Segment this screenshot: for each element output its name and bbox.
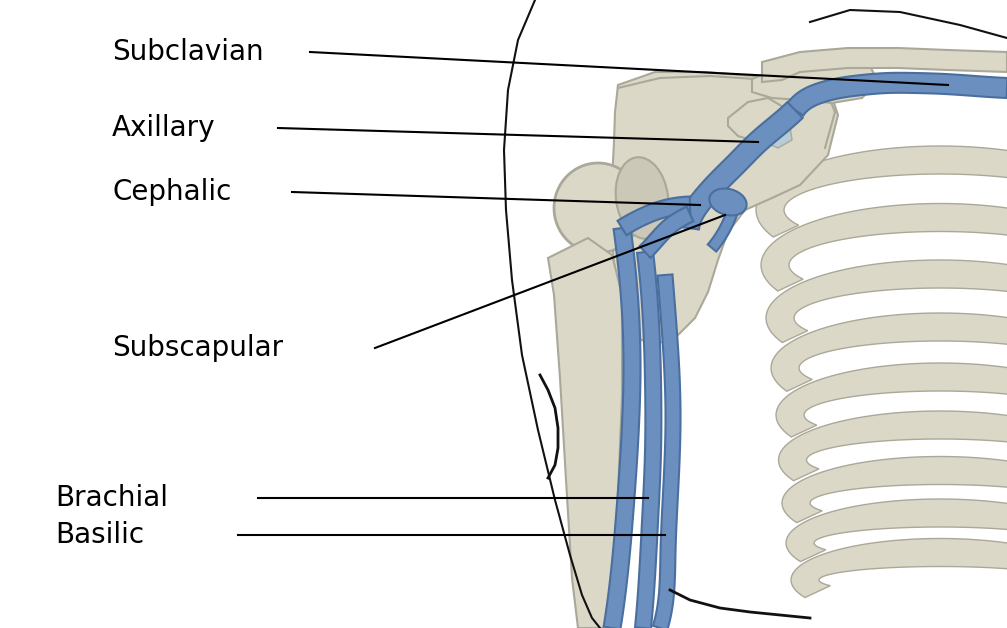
Polygon shape bbox=[677, 102, 803, 229]
Polygon shape bbox=[728, 98, 788, 142]
Polygon shape bbox=[766, 260, 1007, 342]
Polygon shape bbox=[639, 207, 694, 258]
Ellipse shape bbox=[615, 157, 669, 239]
Text: Brachial: Brachial bbox=[55, 484, 168, 512]
Polygon shape bbox=[653, 274, 681, 628]
Text: Subscapular: Subscapular bbox=[112, 334, 283, 362]
Text: Cephalic: Cephalic bbox=[112, 178, 232, 206]
Polygon shape bbox=[792, 538, 1007, 597]
Polygon shape bbox=[762, 122, 792, 148]
Polygon shape bbox=[782, 457, 1007, 522]
Text: Subclavian: Subclavian bbox=[112, 38, 264, 66]
Polygon shape bbox=[610, 72, 838, 345]
Polygon shape bbox=[603, 227, 640, 628]
Polygon shape bbox=[756, 146, 1007, 237]
Ellipse shape bbox=[554, 163, 642, 253]
Polygon shape bbox=[635, 251, 662, 628]
Polygon shape bbox=[762, 48, 1007, 82]
Polygon shape bbox=[617, 197, 690, 236]
Polygon shape bbox=[752, 55, 878, 103]
Polygon shape bbox=[786, 73, 1007, 116]
Polygon shape bbox=[761, 203, 1007, 291]
Polygon shape bbox=[771, 313, 1007, 391]
Text: Axillary: Axillary bbox=[112, 114, 215, 142]
Text: Basilic: Basilic bbox=[55, 521, 144, 549]
Ellipse shape bbox=[709, 188, 746, 215]
Polygon shape bbox=[776, 363, 1007, 437]
Polygon shape bbox=[708, 201, 740, 252]
Polygon shape bbox=[786, 499, 1007, 561]
Polygon shape bbox=[778, 411, 1007, 480]
Polygon shape bbox=[548, 238, 622, 628]
